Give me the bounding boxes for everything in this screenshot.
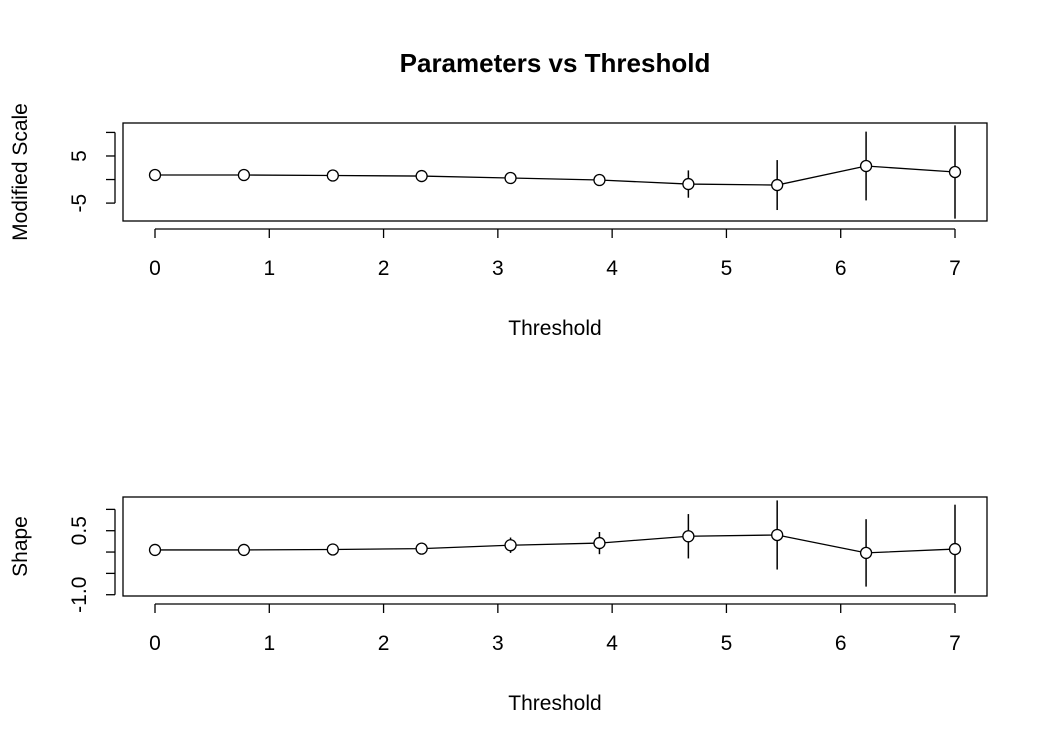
x-axis-label: Threshold (508, 317, 601, 340)
y-tick-label: 5 (68, 150, 91, 162)
x-tick-label: 0 (149, 632, 161, 655)
y-tick-label: -1.0 (68, 577, 91, 613)
x-tick-label: 0 (149, 257, 161, 280)
data-point (326, 543, 339, 556)
x-tick-label: 4 (606, 632, 618, 655)
data-point (593, 536, 606, 550)
data-point (237, 543, 251, 557)
data-point (415, 169, 428, 183)
data-point (859, 159, 873, 173)
y-tick-label: 0.5 (68, 516, 91, 545)
x-tick-label: 6 (835, 257, 847, 280)
data-point (682, 177, 695, 191)
x-tick-label: 3 (492, 257, 504, 280)
data-point (682, 530, 695, 543)
x-tick-label: 1 (263, 632, 275, 655)
x-tick-label: 2 (378, 257, 390, 280)
x-tick-label: 3 (492, 632, 504, 655)
data-point (148, 168, 162, 182)
x-tick-label: 1 (263, 257, 275, 280)
x-tick-label: 6 (835, 632, 847, 655)
data-point (237, 168, 251, 182)
data-point (771, 528, 784, 542)
x-tick-label: 2 (378, 632, 390, 655)
data-point (593, 173, 606, 187)
data-point (504, 171, 517, 185)
data-point (771, 178, 784, 192)
data-point (326, 169, 339, 182)
chart-title: Parameters vs Threshold (400, 48, 711, 78)
data-point (504, 539, 517, 552)
plot-frame (122, 496, 988, 597)
data-point (148, 543, 162, 557)
x-tick-label: 5 (721, 632, 733, 655)
data-point (415, 542, 428, 555)
x-tick-label: 7 (949, 632, 961, 655)
data-point (948, 542, 962, 556)
y-axis-label: Modified Scale (9, 103, 32, 241)
x-tick-label: 4 (606, 257, 618, 280)
data-point (948, 165, 962, 179)
plot-frame (122, 122, 988, 222)
y-axis-label: Shape (9, 516, 32, 577)
x-tick-label: 7 (949, 257, 961, 280)
x-axis-label: Threshold (508, 692, 601, 715)
x-tick-label: 5 (721, 257, 733, 280)
data-line (155, 534, 956, 554)
data-point (859, 546, 873, 560)
y-tick-label: -5 (68, 194, 91, 213)
data-line (155, 165, 956, 186)
